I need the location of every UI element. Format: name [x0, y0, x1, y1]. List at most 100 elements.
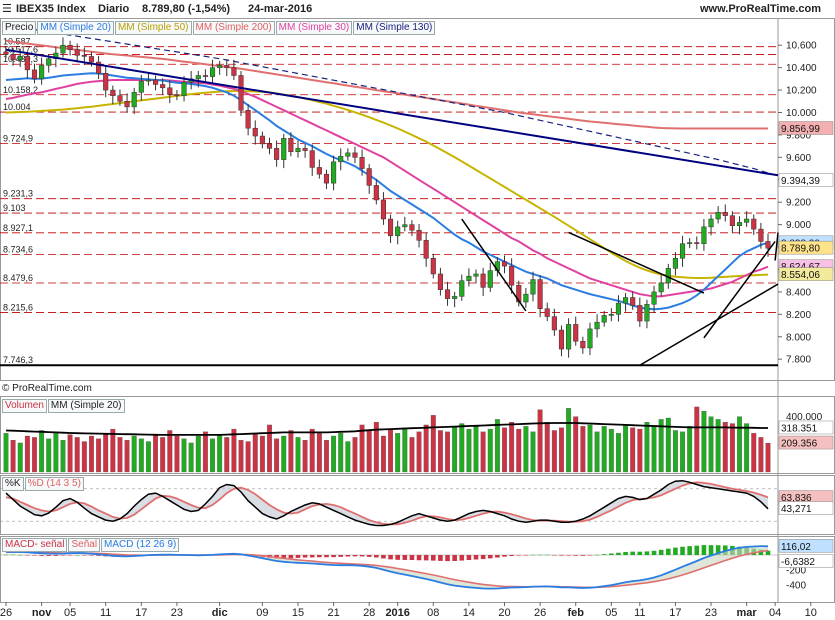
macd-hist-bar — [658, 549, 664, 555]
candle-body — [573, 324, 579, 342]
volume-bar — [188, 442, 194, 473]
volume-bar — [46, 438, 52, 473]
macd-hist-bar — [544, 554, 550, 556]
candle-body — [765, 241, 771, 249]
candle-body — [701, 226, 707, 244]
volume-bar — [380, 435, 386, 473]
ma20-line — [5, 72, 769, 311]
macd-hist-bar — [345, 555, 351, 557]
level-label: 8.734,6 — [3, 244, 33, 254]
candle-body — [24, 56, 30, 71]
level-label: 8.479,6 — [3, 273, 33, 283]
volume-legend: Volumen MM (Simple 20) — [2, 399, 126, 413]
volume-bar — [587, 424, 593, 473]
macd-hist-bar — [416, 555, 422, 561]
volume-bar — [487, 428, 493, 473]
legend-stoch-d[interactable]: %D (14 3 5) — [24, 477, 84, 491]
copyright-label: © ProRealTime.com — [2, 383, 92, 394]
price-ytick-label: 8.000 — [786, 332, 811, 343]
x-tick-label: 26 — [0, 607, 12, 619]
candle-body — [658, 282, 664, 293]
candle-body — [295, 148, 301, 152]
volume-bar — [245, 441, 251, 473]
volume-bar — [559, 427, 564, 473]
volume-bar — [238, 440, 244, 473]
candle-body — [594, 321, 600, 330]
legend-vol-ma[interactable]: MM (Simple 20) — [47, 399, 125, 413]
candle-body — [81, 55, 87, 57]
price-ytick-label: 9.200 — [786, 198, 811, 209]
volume-bar — [758, 437, 764, 473]
stoch-tag-k-bg — [778, 501, 834, 515]
volume-bar — [89, 435, 94, 473]
candle-body — [480, 273, 486, 288]
candle-body — [509, 265, 515, 286]
macd-hist-bar — [687, 546, 692, 555]
volume-bar — [658, 419, 664, 473]
legend-ma200[interactable]: MM (Simple 200) — [192, 21, 275, 35]
legend-price[interactable]: Precio — [2, 21, 37, 35]
candle-body — [758, 228, 764, 242]
candle-body — [338, 155, 344, 163]
volume-bar — [117, 437, 123, 473]
macd-hist-bar — [60, 555, 66, 556]
volume-bar — [494, 419, 500, 473]
legend-macd[interactable]: MACD (12 26 9) — [101, 538, 180, 552]
candle-body — [416, 229, 422, 241]
macd-ytick-label: -200 — [786, 566, 806, 577]
macd-hist-bar — [609, 553, 614, 555]
volume-bar — [324, 440, 329, 473]
price-legend: Precio MM (Simple 20) MM (Simple 50) MM (Si… — [2, 21, 436, 35]
x-tick-label: 04 — [769, 607, 781, 619]
legend-ma50[interactable]: MM (Simple 50) — [114, 21, 192, 35]
candle-body — [558, 329, 565, 350]
volume-bar — [601, 426, 607, 473]
volume-bar — [416, 431, 422, 473]
level-label: 9.724,9 — [3, 133, 33, 143]
macd-tag-hist: -6,6382 — [781, 557, 815, 568]
x-tick-label: feb — [567, 607, 584, 619]
macd-hist-bar — [573, 555, 579, 556]
candle-body — [274, 148, 280, 160]
legend-volume[interactable]: Volumen — [2, 399, 47, 413]
legend-ma30[interactable]: MM (Simple 30) — [275, 21, 353, 35]
volume-bar — [167, 430, 173, 473]
candle-body — [167, 87, 173, 95]
volume-bar — [566, 408, 572, 473]
candle-body — [623, 297, 629, 304]
stoch-area — [6, 480, 768, 526]
legend-macd-hist[interactable]: MACD- señal — [2, 538, 68, 552]
legend-ma20[interactable]: MM (Simple 20) — [37, 21, 114, 35]
volume-tag-last-bg — [778, 435, 834, 450]
ma30-line — [5, 79, 769, 298]
volume-bar — [39, 430, 45, 473]
macd-hist-bar — [430, 555, 436, 561]
volume-bar — [110, 428, 116, 473]
x-tick-label: 17 — [135, 607, 147, 619]
macd-hist-bar — [388, 555, 393, 560]
legend-signal[interactable]: Señal — [68, 538, 101, 552]
legend-ma130[interactable]: MM (Simple 130) — [353, 21, 436, 35]
stoch-tag-d: 63,836 — [781, 493, 812, 504]
macd-hist-bar — [39, 555, 44, 556]
macd-hist-bar — [53, 555, 59, 556]
volume-bar — [388, 428, 394, 473]
level-label: 9.231,3 — [3, 189, 33, 199]
candle-body — [359, 157, 365, 169]
volume-bar — [751, 433, 757, 473]
volume-bar — [309, 428, 315, 473]
legend-stoch-k[interactable]: %K — [2, 477, 24, 491]
volume-bar — [551, 430, 557, 473]
volume-bar — [373, 422, 379, 473]
x-tick-label: 15 — [292, 607, 304, 619]
volume-bar — [395, 433, 401, 473]
price-tag-ma130-bg — [778, 173, 834, 187]
volume-bar — [338, 433, 344, 473]
x-tick-label: 20 — [498, 607, 510, 619]
volume-bar — [445, 431, 450, 473]
x-tick-label: 21 — [327, 607, 339, 619]
header-instrument-icon: ☰ — [2, 3, 12, 15]
price-ytick-label: 7.800 — [786, 355, 811, 366]
candle-body — [388, 218, 394, 237]
candle-body — [238, 75, 244, 111]
